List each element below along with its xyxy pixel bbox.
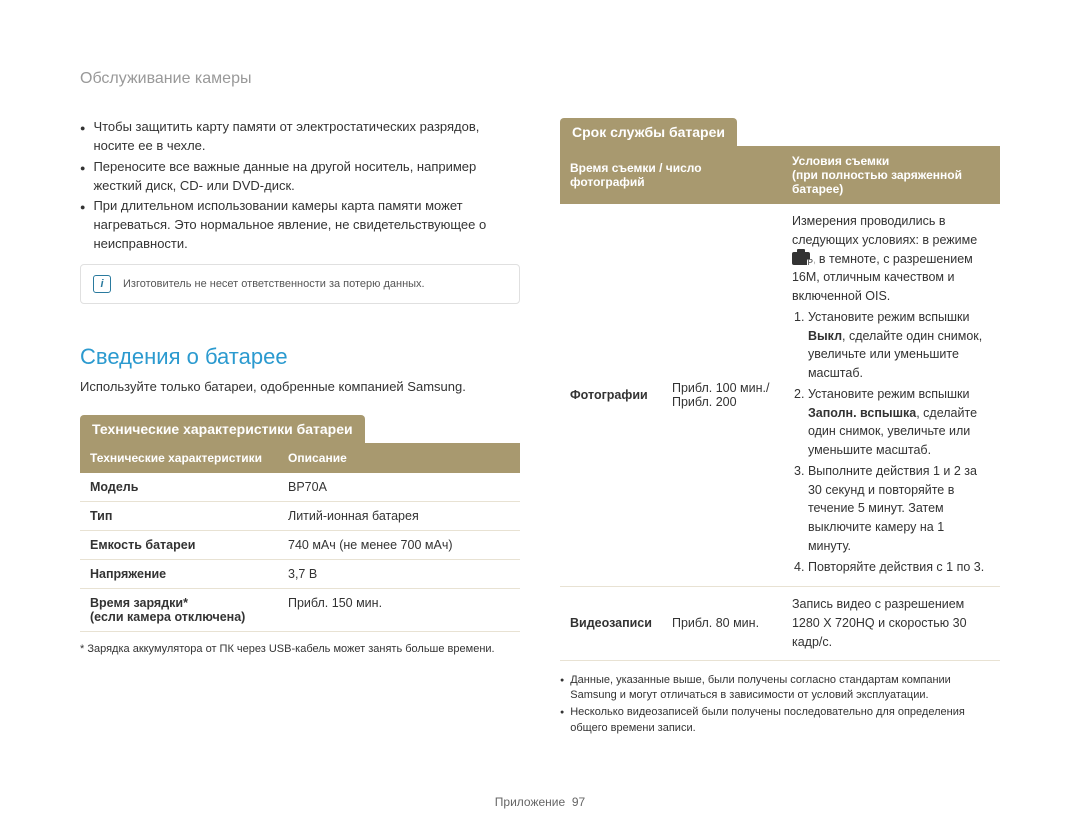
spec-label: Напряжение [80, 559, 278, 588]
note-box: i Изготовитель не несет ответственности … [80, 264, 520, 304]
life-row-label: Видеозаписи [560, 587, 662, 660]
spec-th-2: Описание [278, 443, 520, 473]
spec-label: Тип [80, 501, 278, 530]
cond-intro-2: , в темноте, с разрешением 16M, отличным… [792, 252, 973, 304]
table-row: Время зарядки* (если камера отключена) П… [80, 588, 520, 631]
step-text: Повторяйте действия с 1 по 3. [808, 560, 984, 574]
spec-heading: Технические характеристики батареи [80, 415, 365, 443]
battery-life-table: Время съемки / число фотографий Условия … [560, 146, 1000, 661]
table-row: Видеозаписи Прибл. 80 мин. Запись видео … [560, 587, 1000, 660]
spec-th-1: Технические характеристики [80, 443, 278, 473]
life-footnotes: Данные, указанные выше, были получены со… [560, 673, 1000, 737]
cond-intro-1: Измерения проводились в следующих услови… [792, 214, 977, 247]
note-text: Изготовитель не несет ответственности за… [123, 278, 425, 290]
left-column: Чтобы защитить карту памяти от электрост… [80, 118, 520, 738]
page-header: Обслуживание камеры [80, 70, 1000, 88]
spec-value: Литий-ионная батарея [278, 501, 520, 530]
life-row-value: Прибл. 100 мин./ Прибл. 200 [662, 204, 782, 587]
spec-label: Время зарядки* (если камера отключена) [80, 588, 278, 631]
right-column: Срок службы батареи Время съемки / число… [560, 118, 1000, 738]
page-footer: Приложение 97 [0, 795, 1080, 809]
bullet-text: При длительном использовании камеры карт… [93, 197, 520, 254]
life-th-2: Условия съемки (при полностью заряженной… [782, 146, 1000, 204]
page-label: Приложение [495, 795, 565, 809]
table-row: Фотографии Прибл. 100 мин./ Прибл. 200 И… [560, 204, 1000, 587]
bullet-text: Переносите все важные данные на другой н… [93, 158, 520, 196]
table-row: Модель BP70A [80, 473, 520, 502]
step-pre: Установите режим вспышки [808, 387, 970, 401]
spec-value: 740 мАч (не менее 700 мАч) [278, 530, 520, 559]
table-row: Напряжение 3,7 В [80, 559, 520, 588]
footnote-text: Данные, указанные выше, были получены со… [570, 673, 1000, 704]
spec-label: Емкость батареи [80, 530, 278, 559]
life-row-label: Фотографии [560, 204, 662, 587]
life-th-1: Время съемки / число фотографий [560, 146, 782, 204]
step-text: Выполните действия 1 и 2 за 30 секунд и … [808, 464, 977, 553]
life-row-conditions: Измерения проводились в следующих услови… [782, 204, 1000, 587]
battery-section-desc: Используйте только батареи, одобренные к… [80, 378, 520, 397]
footnote-text: Несколько видеозаписей были получены пос… [570, 705, 1000, 736]
spec-value: 3,7 В [278, 559, 520, 588]
table-row: Тип Литий-ионная батарея [80, 501, 520, 530]
spec-footnote: * Зарядка аккумулятора от ПК через USB-к… [80, 642, 520, 657]
life-row-value: Прибл. 80 мин. [662, 587, 782, 660]
spec-value: BP70A [278, 473, 520, 502]
battery-section-title: Сведения о батарее [80, 344, 520, 370]
step-bold: Выкл [808, 329, 842, 343]
step-pre: Установите режим вспышки [808, 310, 970, 324]
life-heading: Срок службы батареи [560, 118, 737, 146]
table-row: Емкость батареи 740 мАч (не менее 700 мА… [80, 530, 520, 559]
bullet-text: Чтобы защитить карту памяти от электрост… [93, 118, 520, 156]
life-row-conditions: Запись видео с разрешением 1280 X 720HQ … [782, 587, 1000, 660]
step-bold: Заполн. вспышка [808, 406, 916, 420]
memory-card-bullets: Чтобы защитить карту памяти от электрост… [80, 118, 520, 254]
spec-value: Прибл. 150 мин. [278, 588, 520, 631]
camera-mode-icon [792, 252, 810, 265]
page-number: 97 [572, 795, 585, 809]
spec-label: Модель [80, 473, 278, 502]
info-icon: i [93, 275, 111, 293]
spec-table: Технические характеристики Описание Моде… [80, 443, 520, 632]
